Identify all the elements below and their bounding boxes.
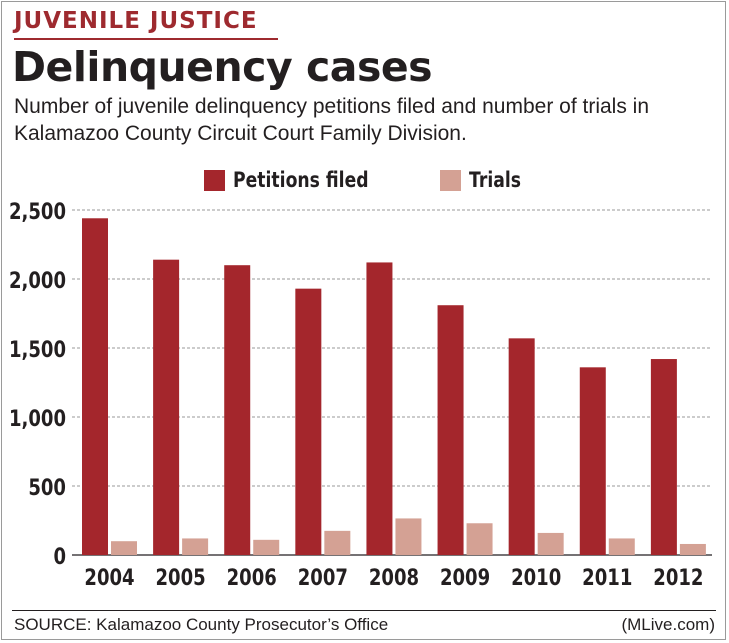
bar-petitions-filed	[508, 338, 535, 555]
legend-item-trials: Trials	[440, 165, 532, 195]
bar-petitions-filed	[579, 367, 606, 555]
x-tick-label: 2005	[156, 564, 206, 590]
bar-trials	[537, 532, 564, 555]
bar-trials	[253, 539, 280, 555]
x-tick-label: 2009	[440, 564, 490, 590]
y-tick-label: 500	[28, 474, 66, 500]
bar-petitions-filed	[224, 265, 251, 555]
y-tick-label: 2,000	[9, 267, 66, 293]
bar-trials	[111, 541, 137, 555]
bar-trials	[182, 538, 209, 555]
bar-petitions-filed	[82, 218, 108, 555]
x-tick-label: 2004	[84, 564, 134, 590]
x-tick-label: 2008	[369, 564, 419, 590]
y-tick-label: 0	[53, 543, 66, 569]
y-tick-label: 2,500	[9, 198, 66, 224]
bar-petitions-filed	[295, 288, 322, 555]
chart-subtitle: Number of juvenile delinquency petitions…	[14, 95, 650, 145]
bar-trials	[324, 530, 351, 555]
legend-item-petitions: Petitions filed	[204, 165, 398, 195]
x-tick-label: 2010	[511, 564, 561, 590]
x-tick-label: 2011	[582, 564, 632, 590]
kicker-underline	[14, 38, 278, 40]
legend-label-trials: Trials	[469, 168, 522, 192]
bar-petitions-filed	[650, 359, 677, 555]
section-kicker: JUVENILE JUSTICE	[14, 8, 258, 34]
bar-petitions-filed	[366, 262, 393, 555]
legend-swatch-petitions	[204, 169, 225, 191]
source-note: SOURCE: Kalamazoo County Prosecutor’s Of…	[14, 615, 389, 634]
bar-petitions-filed	[153, 259, 180, 555]
x-tick-label: 2006	[227, 564, 277, 590]
y-tick-label: 1,000	[9, 405, 66, 431]
bar-chart: 0 500 1,000 1,500 2,000 2,500 2004 2005 2006 2007…	[9, 198, 712, 590]
bar-petitions-filed	[437, 305, 464, 555]
chart-legend: Petitions filed Trials	[0, 165, 729, 195]
bar-trials	[679, 543, 706, 555]
bar-trials	[395, 518, 422, 555]
legend-label-petitions: Petitions filed	[233, 168, 369, 192]
bar-trials	[466, 523, 493, 555]
credit-note: (MLive.com)	[621, 615, 715, 634]
chart-title: Delinquency cases	[12, 43, 433, 91]
legend-swatch-trials	[440, 169, 461, 191]
x-tick-label: 2007	[298, 564, 348, 590]
footer-rule	[12, 610, 716, 611]
bar-trials	[608, 538, 635, 555]
x-tick-label: 2012	[653, 564, 703, 590]
y-tick-label: 1,500	[9, 336, 66, 362]
